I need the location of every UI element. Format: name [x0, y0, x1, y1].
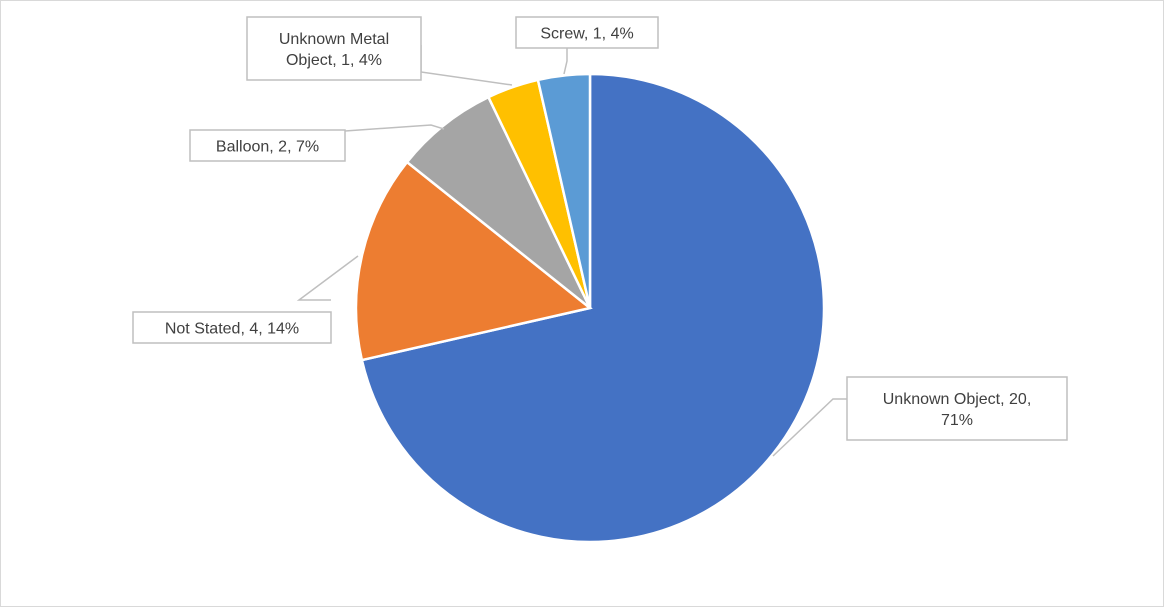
leader-line-balloon — [344, 124, 445, 132]
leader-line-screw — [563, 48, 568, 75]
data-label-text: 71% — [941, 412, 973, 429]
pie-slice-balloon — [405, 95, 592, 309]
data-label-text: Unknown Object, 20, — [883, 391, 1032, 408]
leader-lines — [296, 45, 847, 457]
leader-line-not-stated — [296, 255, 359, 301]
data-label-box — [846, 376, 1068, 441]
data-label-screw: Screw, 1, 4% — [515, 16, 659, 49]
pie-slice-screw — [536, 72, 592, 309]
data-label-text: Object, 1, 4% — [286, 52, 382, 69]
leader-line-unknown-metal-object — [420, 45, 513, 86]
pie-slice-unknown-object — [360, 72, 826, 544]
data-label-box — [246, 16, 422, 81]
pie-slices — [354, 72, 826, 544]
data-label-box — [132, 311, 332, 344]
data-label-text: Screw, 1, 4% — [540, 26, 633, 43]
data-label-unknown-metal-object: Unknown Metal Object, 1, 4% — [246, 16, 422, 81]
data-label-text: Not Stated, 4, 14% — [165, 321, 299, 338]
pie-slice-not-stated — [354, 160, 593, 362]
data-label-box — [515, 16, 659, 49]
data-labels: Unknown Object, 20, 71% Not Stated, 4, 14%… — [132, 16, 1068, 441]
data-label-balloon: Balloon, 2, 7% — [189, 129, 346, 162]
data-label-box — [189, 129, 346, 162]
data-label-not-stated: Not Stated, 4, 14% — [132, 311, 332, 344]
data-label-text: Unknown Metal — [279, 31, 389, 48]
data-label-unknown-object: Unknown Object, 20, 71% — [846, 376, 1068, 441]
data-label-text: Balloon, 2, 7% — [216, 139, 319, 156]
leader-line-unknown-object — [772, 398, 847, 457]
